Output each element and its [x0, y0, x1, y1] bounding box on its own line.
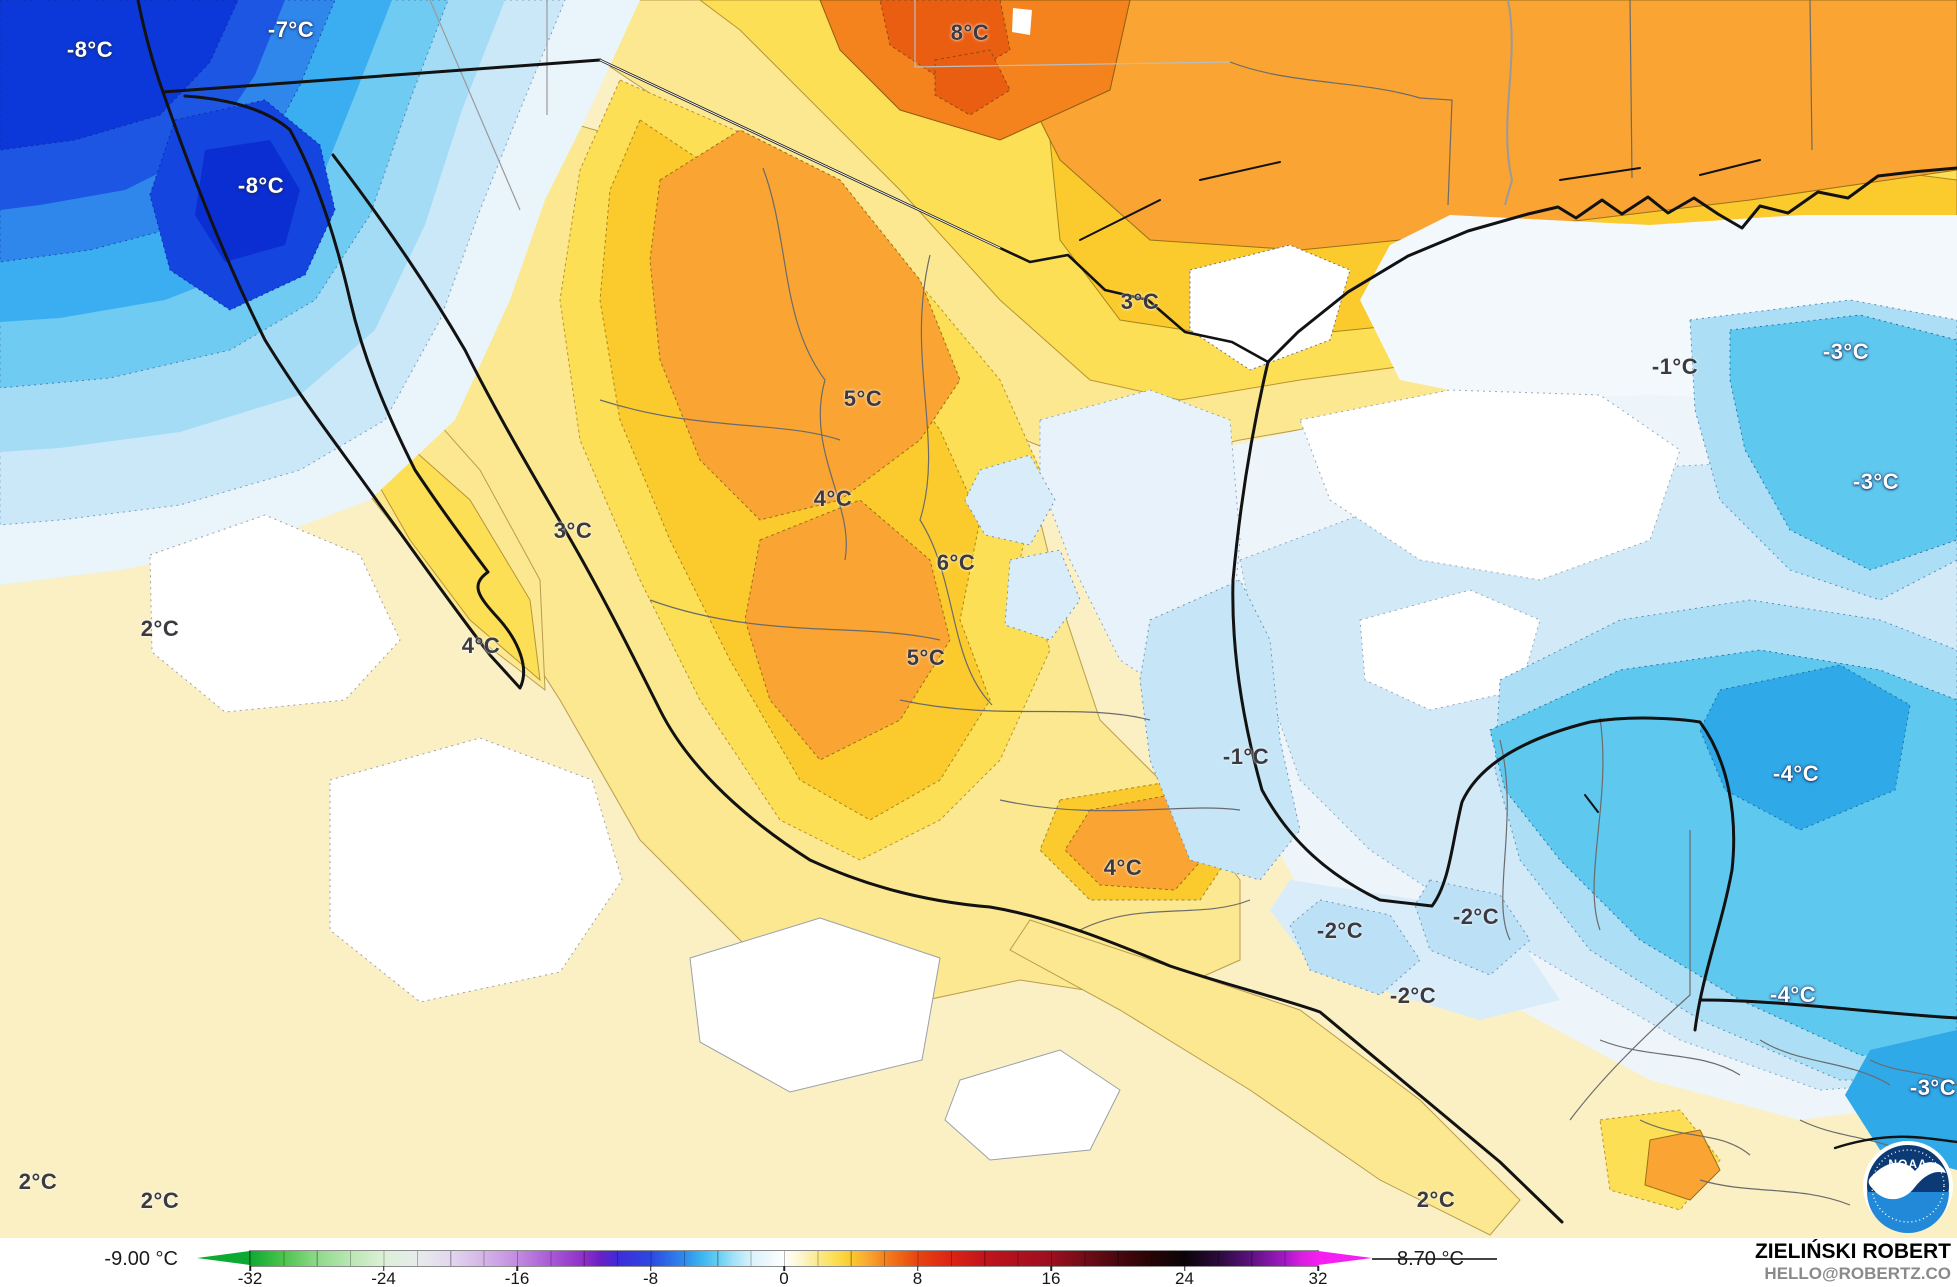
colorbar-tickmark: [1317, 1266, 1319, 1271]
colorbar-tickmark: [249, 1266, 251, 1271]
honduras-coast: [1698, 998, 1957, 1020]
temperature-label: -2°C: [1389, 983, 1437, 1008]
colorbar-tickmark: [783, 1266, 785, 1271]
colorbar-tickmark: [916, 1266, 919, 1271]
colorbar-max-value: 8.70 °C: [1397, 1248, 1464, 1270]
colorbar-right-arrow: [1318, 1251, 1372, 1265]
colorbar-tickmark: [382, 1266, 385, 1271]
temperature-label: 4°C: [461, 633, 501, 658]
colorbar-tick-label: -16: [504, 1269, 530, 1287]
colorbar-tick-label: 32: [1308, 1269, 1328, 1287]
gulf-cool-regions: [964, 215, 1957, 1170]
colorbar-tick-label: 8: [912, 1269, 923, 1287]
temperature-anomaly-map: NOAA: [0, 0, 1957, 1238]
temperature-label: -3°C: [1852, 469, 1900, 494]
credits: ZIELIŃSKI ROBERT HELLO@ROBERTZ.CO: [1755, 1240, 1951, 1284]
temperature-label: -4°C: [1769, 982, 1817, 1007]
colorbar-left-arrow: [197, 1251, 250, 1265]
temperature-label: -8°C: [237, 173, 285, 198]
temperature-label: 2°C: [18, 1169, 58, 1194]
temperature-label: 2°C: [1416, 1187, 1456, 1212]
temperature-label: -2°C: [1316, 918, 1364, 943]
temperature-label: -8°C: [66, 37, 114, 62]
temperature-label: 4°C: [813, 486, 853, 511]
map-area: NOAA -8°C -7°C -8°C 8°C 3°C 5°C 4°C 3°C 6°C 5°C 2°…: [0, 0, 1957, 1238]
colorbar-needle: [1372, 1258, 1497, 1260]
noaa-logo: NOAA: [1863, 1141, 1953, 1234]
us-mexico-border: [161, 58, 602, 94]
warm-regions: [299, 0, 1957, 1236]
colorbar-cells: [250, 1251, 1318, 1266]
temperature-label: 6°C: [936, 550, 976, 575]
state-borders: [429, 0, 1957, 1206]
pacific-cold-regions: [0, 0, 640, 585]
colorbar-footer: -9.00 °C -32 -24 -16 -8 0 8 16 24 32 8.70 °C ZIE…: [0, 1238, 1957, 1287]
rio-grande-border: [598, 58, 1270, 364]
temperature-label: 3°C: [1120, 289, 1160, 314]
temperature-label: 3°C: [553, 518, 593, 543]
colorbar-tickmark: [649, 1266, 652, 1271]
temperature-label: -7°C: [267, 17, 315, 42]
temperature-label: -2°C: [1452, 904, 1500, 929]
colorbar-tick-label: 0: [779, 1269, 789, 1287]
colorbar-tickmark: [1183, 1266, 1186, 1271]
colorbar-tick-label: -32: [237, 1269, 263, 1287]
temperature-label: -3°C: [1822, 339, 1870, 364]
temperature-label: 8°C: [950, 20, 990, 45]
temperature-label: 5°C: [906, 645, 946, 670]
temperature-label: -4°C: [1772, 761, 1820, 786]
noaa-logo-text: NOAA: [1888, 1157, 1927, 1171]
colorbar-tick-label: 24: [1175, 1269, 1194, 1287]
colorbar-tick-label: -24: [371, 1269, 396, 1287]
mexico-pacific-coast: [331, 153, 1564, 1224]
baja-california-outline: [161, 90, 525, 690]
us-gulf-coast: [1266, 166, 1957, 364]
colorbar-tick-label: 16: [1041, 1269, 1061, 1287]
coastline: [136, 0, 1957, 1224]
colorbar-gradient: [249, 1250, 1319, 1267]
temperature-label: -3°C: [1909, 1075, 1957, 1100]
temperature-labels: -8°C -7°C -8°C 8°C 3°C 5°C 4°C 3°C 6°C 5°C 2°C 4°C -…: [18, 17, 1957, 1213]
credit-email: HELLO@ROBERTZ.CO: [1764, 1264, 1951, 1284]
colorbar-min-value: -9.00 °C: [104, 1248, 178, 1270]
mexico-gulf-coast: [1231, 360, 1736, 1032]
temperature-label: 2°C: [140, 1188, 180, 1213]
temperature-label: 5°C: [843, 386, 883, 411]
colorbar-tickmark: [516, 1266, 518, 1271]
temperature-label: -1°C: [1651, 354, 1699, 379]
colorbar-tickmark: [1050, 1266, 1052, 1271]
colorbar-tick-label: -8: [642, 1269, 659, 1287]
temperature-label: 4°C: [1103, 855, 1143, 880]
credit-author: ZIELIŃSKI ROBERT: [1754, 1240, 1951, 1263]
temperature-label: -1°C: [1222, 744, 1270, 769]
neutral-white-patches: [149, 8, 1351, 1161]
temperature-label: 2°C: [140, 616, 180, 641]
